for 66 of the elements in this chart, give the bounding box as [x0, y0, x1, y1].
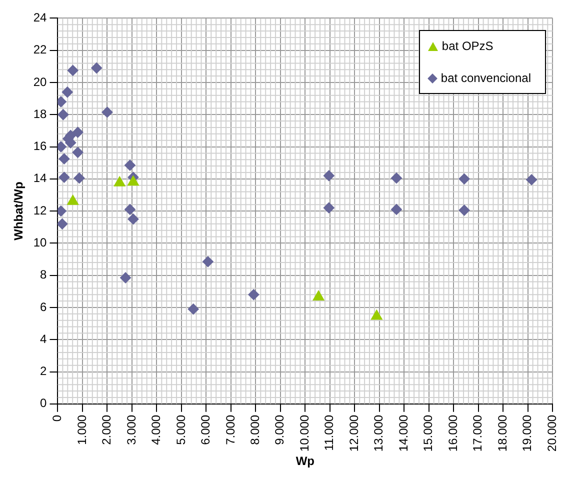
point: [390, 172, 402, 184]
y-tick-label: 22: [33, 42, 48, 57]
point: [370, 310, 382, 320]
point: [72, 146, 84, 158]
x-tick-label: 6.000: [198, 414, 213, 445]
y-tick-label: 24: [33, 10, 48, 25]
x-tick-label: 1.000: [74, 414, 89, 445]
legend-label: bat convencional: [440, 71, 531, 85]
y-tick-label: 14: [33, 171, 48, 186]
point: [58, 172, 70, 183]
x-tick-label: 7.000: [223, 414, 238, 445]
x-tick-label: 11.000: [322, 414, 336, 451]
point: [323, 170, 334, 182]
point: [91, 62, 102, 74]
x-tick-label: 13.000: [372, 414, 386, 452]
x-tick-label: 17.000: [470, 414, 485, 452]
legend-label: bat OPzS: [442, 39, 494, 53]
y-tick-label: 20: [33, 74, 48, 89]
point: [248, 289, 260, 300]
point: [120, 272, 132, 284]
point: [128, 214, 139, 225]
point: [390, 204, 402, 215]
point: [67, 64, 78, 76]
point: [312, 290, 324, 301]
point: [202, 256, 214, 268]
x-tick-label: 15.000: [421, 414, 436, 452]
point: [458, 173, 470, 184]
y-tick-label: 12: [33, 203, 48, 218]
x-tick-label: 4.000: [149, 414, 164, 445]
point: [62, 86, 73, 98]
point: [58, 153, 70, 164]
point: [458, 204, 470, 216]
x-tick-label: 16.000: [446, 414, 460, 452]
x-tick-label: 12.000: [346, 414, 361, 452]
x-tick-label: 2.000: [100, 414, 114, 445]
point: [124, 204, 136, 215]
point: [128, 176, 139, 186]
point: [72, 126, 84, 138]
y-tick-label: 10: [33, 236, 48, 250]
y-tick-label: 0: [40, 396, 48, 410]
point: [74, 172, 85, 184]
y-tick-label: 16: [33, 139, 48, 154]
x-tick-label: 14.000: [396, 414, 410, 452]
point: [58, 109, 69, 120]
x-tick-label: 10.000: [297, 414, 312, 452]
point: [323, 202, 334, 214]
y-tick-label: 4: [40, 332, 48, 346]
x-tick-label: 8.000: [248, 414, 262, 445]
y-axis-title: Whbat/Wp: [12, 182, 26, 240]
point: [102, 106, 113, 118]
x-tick-label: 18.000: [495, 414, 510, 452]
point: [124, 160, 136, 171]
x-tick-label: 0: [50, 414, 64, 422]
x-tick-label: 19.000: [520, 414, 534, 452]
point: [58, 218, 68, 230]
x-axis-title: Wp: [296, 454, 314, 468]
point: [188, 304, 199, 315]
x-tick-label: 5.000: [174, 414, 188, 445]
y-tick-label: 8: [40, 268, 48, 282]
x-tick-label: 3.000: [124, 414, 138, 445]
point: [526, 174, 538, 186]
y-tick-label: 18: [33, 106, 48, 121]
x-tick-label: 20.000: [544, 414, 559, 452]
y-tick-label: 2: [40, 364, 48, 378]
x-tick-label: 9.000: [272, 414, 287, 445]
y-tick-label: 6: [40, 300, 48, 314]
